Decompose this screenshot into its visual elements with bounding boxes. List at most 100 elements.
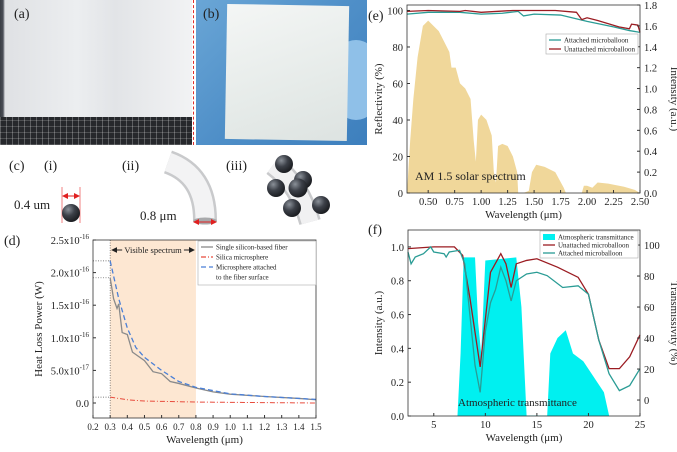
- y-tick-label: 0: [398, 189, 403, 200]
- annotation: Atmospheric transmittance: [458, 397, 577, 409]
- x-tick-label: 0.8: [190, 422, 202, 432]
- fiber-end: [193, 217, 217, 225]
- area-am-1-5-solar-spectrum: [407, 20, 640, 193]
- ruler: [0, 117, 192, 145]
- legend-label: Silica microsphere: [216, 254, 268, 262]
- y2-tick-label: 60: [644, 303, 655, 314]
- y2-tick-label: 1.0: [644, 85, 657, 96]
- y-tick-exponent: -17: [80, 363, 90, 371]
- series-line-2: [109, 260, 317, 401]
- x-axis-label: Wavelength (μm): [486, 432, 563, 444]
- y-axis-label: Intensity (a.u.): [373, 290, 385, 355]
- y-tick-label: 60: [393, 79, 404, 90]
- legend-box: [539, 230, 639, 259]
- legend-label: Microsphere attached: [216, 264, 277, 272]
- x-tick-label: 1.50: [525, 197, 543, 208]
- y2-tick-label: 0.2: [644, 168, 657, 179]
- legend-label: Unattached microballoon: [564, 46, 635, 54]
- panel-c-schematic: (c) (i) (ii) (iii) 0.4 um 0.8 μm: [9, 150, 330, 226]
- dashed-divider: [193, 0, 194, 145]
- y-tick-label: 40: [393, 116, 404, 127]
- chart-heat-loss: 0.2 0.3 0.4 0.5 0.6 0.7 0.8 0.9 1.0 1.1 1.2 1.3 1.4 1…: [33, 233, 322, 446]
- y-tick-label: 0.4: [391, 344, 405, 355]
- fiber-diameter-label: 0.8 μm: [140, 208, 177, 223]
- y2-tick-label: 40: [644, 334, 655, 345]
- y2-tick-label: 0: [644, 396, 649, 407]
- x-tick-label: 0.6: [156, 422, 168, 432]
- x-tick-label: 2.00: [578, 197, 596, 208]
- panel-label-c: (c): [9, 159, 25, 174]
- x-tick-label: 0.3: [105, 422, 117, 432]
- y-tick-label: 0.8: [391, 277, 404, 288]
- series-line-1: [407, 245, 641, 393]
- legend-label: Atmospheric transmittance: [558, 234, 634, 242]
- y-axis-label: Reflectivity (%): [373, 63, 385, 135]
- x-tick-label: 1.0: [225, 422, 237, 432]
- y-tick-label: 0.0: [76, 399, 89, 410]
- x-tick-label: 1.00: [472, 197, 490, 208]
- x-tick-label: 0.7: [173, 422, 185, 432]
- x-tick-label: 2.25: [604, 197, 622, 208]
- microsphere-icon: [283, 199, 301, 217]
- y-tick-exponent: -16: [80, 298, 90, 306]
- sphere-diameter-label: 0.4 um: [14, 197, 50, 212]
- x-axis-label: Wavelength (μm): [485, 209, 562, 221]
- y2-tick-label: 0.6: [644, 126, 657, 137]
- microsphere-icon: [275, 155, 293, 173]
- y2-tick-label: 0.4: [644, 147, 658, 158]
- x-tick-label: 1.5: [310, 422, 322, 432]
- legend-box: [197, 240, 317, 286]
- legend-label: Unattached microballoon: [558, 242, 629, 250]
- y2-tick-label: 1.4: [644, 43, 658, 54]
- y-tick-label: 0.2: [391, 378, 404, 389]
- x-tick-label: 0.2: [87, 422, 98, 432]
- x-tick-label: 2.50: [631, 197, 649, 208]
- series-line-1: [110, 396, 317, 404]
- x-tick-label: 15: [532, 420, 543, 431]
- x-tick-label: 5: [431, 420, 436, 431]
- y-tick-label: 1.0x10-16: [51, 331, 90, 345]
- band-label: Visible spectrum: [124, 245, 182, 255]
- series-line-0: [407, 246, 641, 370]
- y-tick-exponent: -16: [80, 266, 90, 274]
- panel-label-e: (e): [368, 9, 384, 24]
- y2-tick-label: 1.6: [644, 22, 657, 33]
- plot-frame: [406, 4, 641, 194]
- y-axis-label: Heat Loss Power (W): [33, 281, 45, 377]
- panel-label-d: (d): [4, 234, 21, 249]
- legend-label: Single silicon-based fiber: [216, 244, 288, 252]
- y2-tick-label: 0.0: [644, 189, 657, 200]
- y-tick-label: 20: [393, 152, 404, 163]
- y-tick-label: 5.0x10-17: [51, 363, 90, 377]
- x-tick-label: 1.4: [293, 422, 305, 432]
- plot-frame: [407, 229, 641, 417]
- y2-tick-label: 100: [644, 241, 660, 252]
- legend-box: [545, 33, 639, 55]
- area-atmospheric-transmittance: [457, 257, 610, 416]
- sub-label-i: (i): [44, 159, 58, 174]
- x-tick-label: 0.75: [445, 197, 463, 208]
- sub-label-ii: (ii): [122, 159, 139, 174]
- x-tick-label: 1.1: [242, 422, 253, 432]
- sub-label-iii: (iii): [226, 159, 247, 174]
- x-tick-label: 1.2: [259, 422, 270, 432]
- x-tick-label: 25: [635, 420, 646, 431]
- y-tick-label: 1.0: [391, 243, 404, 254]
- x-tick-label: 0.5: [139, 422, 151, 432]
- microsphere-icon: [288, 178, 308, 198]
- plot-frame: [92, 239, 317, 419]
- photo-tissue-sample-b: [196, 0, 367, 145]
- legend-label: to the fiber surface: [216, 274, 269, 282]
- annotation: AM 1.5 solar spectrum: [415, 169, 526, 183]
- x-tick-label: 0.50: [419, 197, 437, 208]
- x-tick-label: 10: [480, 420, 491, 431]
- visible-spectrum-band: [110, 240, 196, 418]
- panel-label-b: (b): [203, 7, 220, 22]
- y-tick-label: 0.6: [391, 311, 404, 322]
- y-tick-label: 80: [393, 43, 404, 54]
- legend-label: Attached microballoon: [564, 37, 629, 45]
- y2-tick-label: 20: [644, 365, 655, 376]
- chart-infrared: 5 10 15 20 25 0.0 0.2 0.4 0.6 0.8 1.0 0 20 40 60 80 100 W…: [373, 229, 677, 444]
- microsphere-icon: [312, 196, 330, 214]
